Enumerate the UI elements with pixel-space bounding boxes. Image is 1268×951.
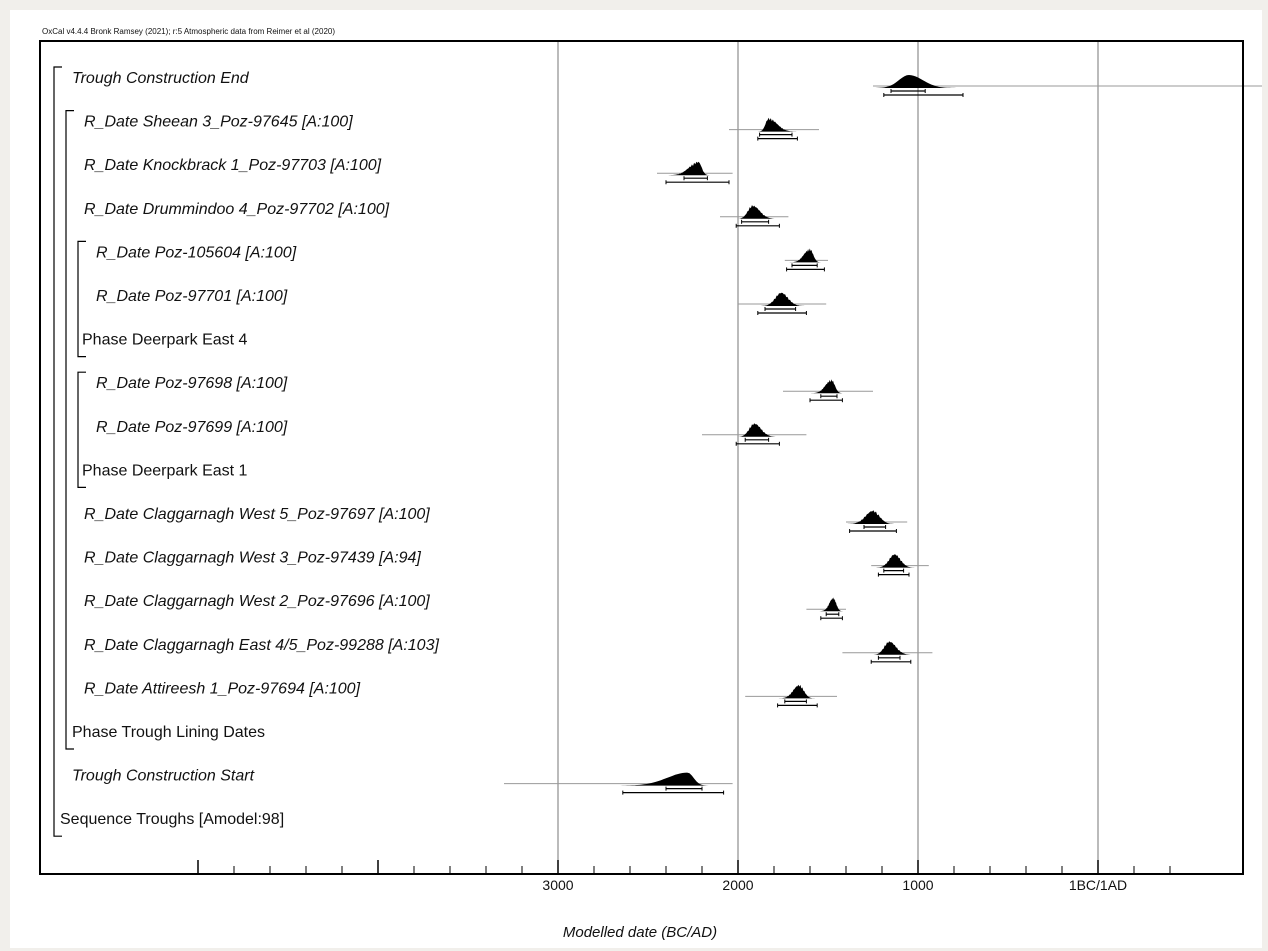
row-phase: Phase Deerpark East 1: [82, 462, 248, 479]
chart-rows: Trough Construction End R_Date Sheean 3_P…: [60, 70, 1262, 828]
row-label: Phase Trough Lining Dates: [72, 724, 265, 741]
figure-sheet: OxCal v4.4.4 Bronk Ramsey (2021); r:5 At…: [10, 10, 1262, 948]
posterior-distribution: [788, 248, 823, 263]
posterior-distribution: [874, 554, 918, 568]
row-rdate: R_Date Poz-105604 [A:100]: [96, 244, 828, 272]
posterior-distribution: [810, 379, 845, 394]
x-axis-ticks: [197, 860, 1171, 874]
row-label: R_Date Claggarnagh East 4/5_Poz-99288 [A…: [84, 637, 439, 654]
row-label: R_Date Drummindoo 4_Poz-97702 [A:100]: [84, 201, 390, 218]
deerpark-east-4-phase-bracket: [77, 240, 86, 358]
posterior-distribution: [666, 161, 711, 176]
row-rdate: R_Date Claggarnagh West 3_Poz-97439 [A:9…: [84, 550, 929, 577]
row-label: R_Date Attireesh 1_Poz-97694 [A:100]: [84, 680, 361, 697]
row-label: Phase Deerpark East 1: [82, 462, 248, 479]
sequence-bracket: [53, 66, 62, 837]
posterior-distribution: [615, 772, 711, 786]
x-tick-label: 2000: [722, 877, 753, 893]
row-label: R_Date Sheean 3_Poz-97645 [A:100]: [84, 114, 353, 131]
x-tick-label: 1BC/1AD: [1069, 877, 1127, 893]
posterior-distribution: [777, 684, 818, 699]
trough-lining-phase-bracket: [65, 110, 74, 750]
row-boundary: Trough Construction End: [72, 70, 1262, 97]
row-rdate: R_Date Claggarnagh East 4/5_Poz-99288 [A…: [84, 637, 933, 664]
deerpark-east-1-phase-bracket: [77, 371, 86, 488]
row-rdate: R_Date Sheean 3_Poz-97645 [A:100]: [84, 114, 819, 141]
plot-frame: [39, 40, 1244, 875]
row-phase: Phase Deerpark East 4: [82, 332, 248, 349]
row-label: R_Date Poz-97701 [A:100]: [96, 288, 288, 305]
x-axis-label: Modelled date (BC/AD): [563, 924, 717, 941]
row-boundary: Trough Construction Start: [72, 768, 733, 795]
row-rdate: R_Date Knockbrack 1_Poz-97703 [A:100]: [84, 157, 733, 185]
oxcal-multiplot-chart: OxCal v4.4.4 Bronk Ramsey (2021); r:5 At…: [39, 27, 1262, 941]
posterior-distribution: [819, 597, 845, 612]
row-rdate: R_Date Attireesh 1_Poz-97694 [A:100]: [84, 680, 837, 708]
row-label: R_Date Claggarnagh West 3_Poz-97439 [A:9…: [84, 550, 421, 567]
posterior-distribution: [846, 510, 899, 524]
row-label: Trough Construction Start: [72, 768, 255, 785]
row-rdate: R_Date Drummindoo 4_Poz-97702 [A:100]: [84, 201, 789, 228]
posterior-distribution: [757, 117, 801, 132]
row-label: Trough Construction End: [72, 70, 250, 87]
row-label: R_Date Claggarnagh West 5_Poz-97697 [A:1…: [84, 506, 430, 523]
posterior-distribution: [736, 423, 782, 437]
chart-header: OxCal v4.4.4 Bronk Ramsey (2021); r:5 At…: [42, 27, 335, 36]
row-rdate: R_Date Claggarnagh West 5_Poz-97697 [A:1…: [84, 506, 908, 533]
posterior-distribution: [871, 641, 917, 655]
row-rdate: R_Date Poz-97701 [A:100]: [96, 288, 827, 315]
major-gridlines: [557, 41, 1099, 874]
x-axis-tick-labels: 3000 2000 1000 1BC/1AD: [542, 877, 1127, 893]
row-rdate: R_Date Poz-97698 [A:100]: [96, 375, 873, 403]
row-label: R_Date Poz-97698 [A:100]: [96, 375, 288, 392]
row-label: R_Date Poz-97699 [A:100]: [96, 419, 288, 436]
row-label: R_Date Poz-105604 [A:100]: [96, 244, 297, 261]
row-sequence: Sequence Troughs [Amodel:98]: [60, 811, 284, 828]
row-rdate: R_Date Poz-97699 [A:100]: [96, 419, 807, 446]
posterior-distribution: [873, 75, 963, 88]
row-label: Phase Deerpark East 4: [82, 332, 248, 349]
row-rdate: R_Date Claggarnagh West 2_Poz-97696 [A:1…: [84, 593, 846, 621]
model-brackets: [53, 66, 86, 837]
row-label: Sequence Troughs [Amodel:98]: [60, 811, 284, 828]
posterior-distribution: [759, 292, 809, 306]
row-phase: Phase Trough Lining Dates: [72, 724, 265, 741]
row-label: R_Date Knockbrack 1_Poz-97703 [A:100]: [84, 157, 382, 174]
x-tick-label: 3000: [542, 877, 573, 893]
x-tick-label: 1000: [902, 877, 933, 893]
row-label: R_Date Claggarnagh West 2_Poz-97696 [A:1…: [84, 593, 430, 610]
posterior-distribution: [736, 205, 782, 219]
